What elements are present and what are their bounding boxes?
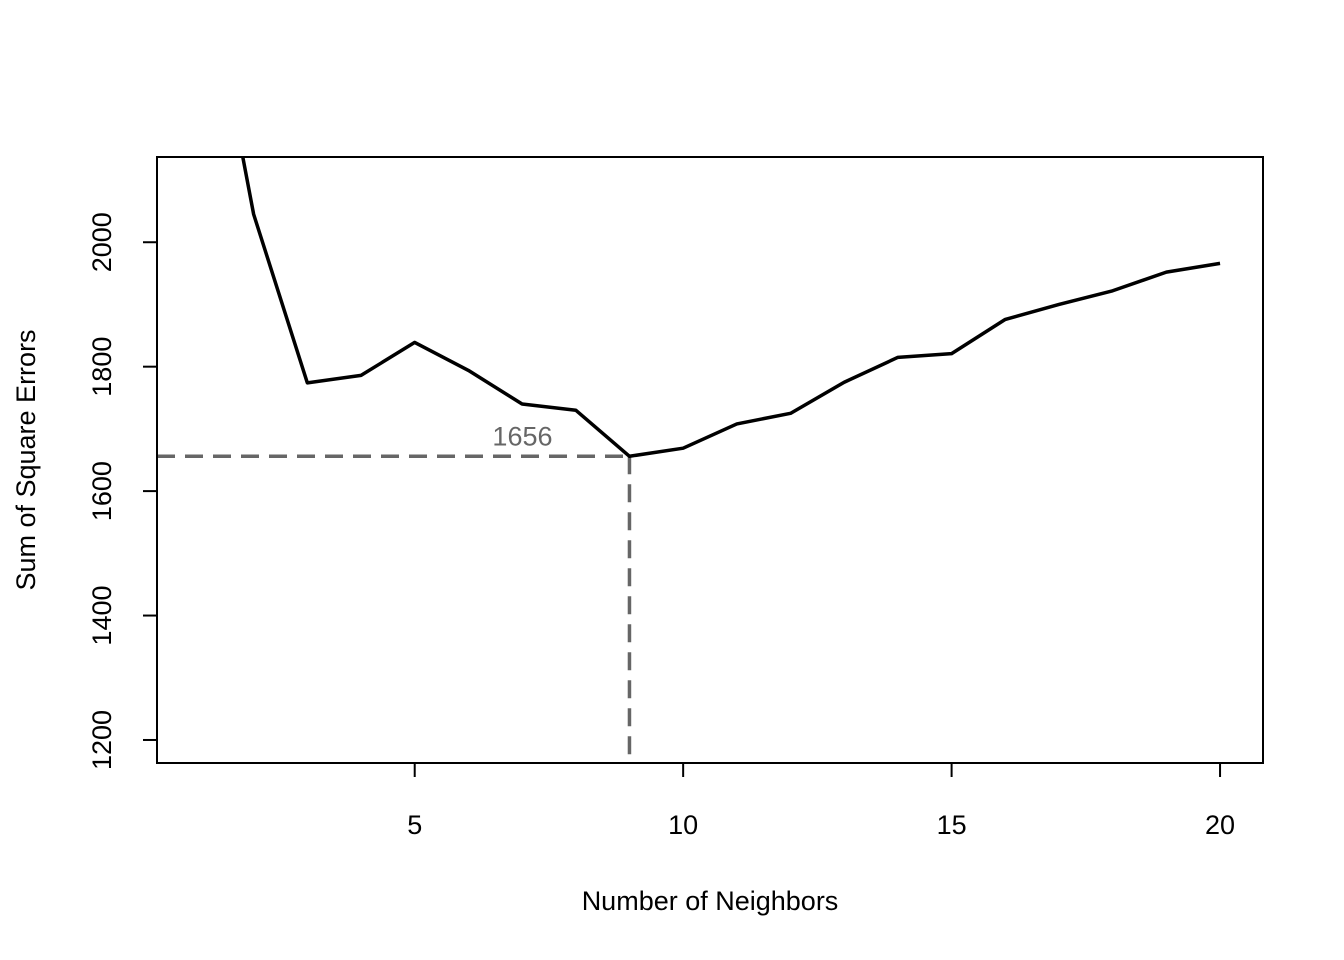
plot-frame: [156, 156, 1264, 764]
reference-lines: [157, 454, 632, 763]
y-tick-label: 1400: [87, 586, 117, 646]
x-tick-label: 15: [937, 810, 967, 840]
x-axis: 5 10 15 20: [407, 762, 1235, 840]
y-tick-label: 1800: [87, 337, 117, 397]
min-value-label: 1656: [492, 421, 552, 451]
x-tick-label: 20: [1205, 810, 1235, 840]
annotation-group: 1656: [492, 421, 552, 451]
y-axis-title: Sum of Square Errors: [11, 329, 41, 590]
x-tick-label: 5: [407, 810, 422, 840]
series-group: [241, 157, 1221, 459]
x-axis-title: Number of Neighbors: [582, 886, 839, 916]
x-tick-label: 10: [668, 810, 698, 840]
y-tick-label: 2000: [87, 212, 117, 272]
y-tick-label: 1200: [87, 710, 117, 770]
series-line: [241, 157, 1221, 459]
y-tick-label: 1600: [87, 461, 117, 521]
y-axis: 1200 1400 1600 1800 2000: [87, 212, 158, 770]
